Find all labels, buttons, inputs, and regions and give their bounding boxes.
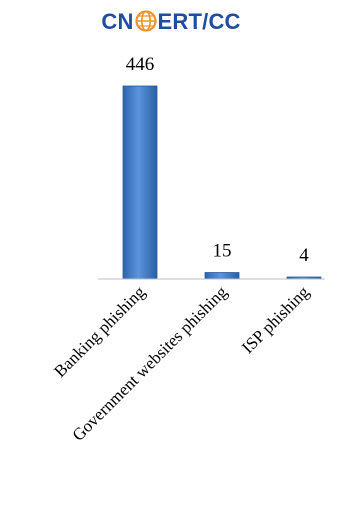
bar-2: [204, 272, 240, 280]
data-label-3: 4: [299, 245, 309, 266]
bars-layer: [122, 85, 322, 280]
bar-1: [122, 85, 158, 280]
cncert-logo: CN ERT/CC: [0, 9, 342, 35]
globe-icon: [134, 10, 157, 32]
data-label-1: 446: [126, 54, 155, 75]
logo-text-left: CN: [101, 9, 134, 34]
tick-label-2: Government websites phishing: [68, 282, 231, 445]
tick-label-3: ISP phishing: [238, 282, 313, 357]
logo-text-right: ERT/CC: [157, 9, 241, 34]
data-label-2: 15: [213, 241, 232, 262]
